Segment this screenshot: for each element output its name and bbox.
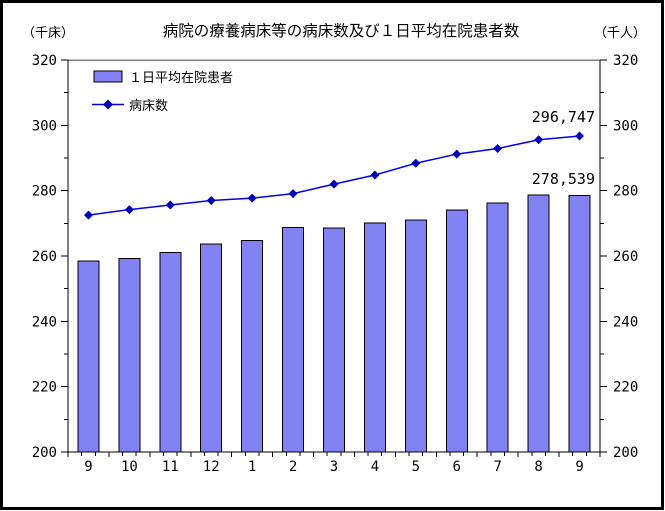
diamond-marker-month-12 [206, 195, 216, 205]
annotation-inpatients-last-value: 278,539 [532, 170, 595, 188]
diamond-marker-month-3 [329, 179, 339, 189]
y-axis-label-right-300: 300 [613, 118, 638, 134]
bar-month-4 [363, 222, 386, 453]
x-axis-label-7: 7 [493, 459, 501, 475]
x-axis-label-1: 1 [248, 459, 256, 475]
x-axis-label-6: 6 [453, 459, 461, 475]
legend-bar-swatch-icon [93, 70, 123, 83]
x-axis-label-9: 9 [575, 459, 583, 475]
legend-label-inpatients: １日平均在院患者 [129, 71, 233, 86]
bar-month-6 [445, 209, 468, 453]
bar-month-5 [404, 219, 427, 453]
legend-diamond-marker-icon [103, 99, 113, 110]
bar-month-10 [118, 257, 141, 453]
diamond-marker-month-6 [452, 149, 462, 159]
bar-month-7 [486, 202, 509, 453]
x-axis-label-10: 10 [121, 459, 138, 475]
left-axis-unit-label: （千床） [22, 26, 74, 41]
y-axis-label-right-280: 280 [613, 184, 638, 200]
bar-month-8 [527, 194, 550, 453]
y-axis-label-left-260: 260 [32, 249, 57, 265]
bar-month-2 [282, 227, 305, 453]
annotation-beds-last-value: 296,747 [532, 108, 595, 126]
x-axis-label-11: 11 [162, 459, 179, 475]
y-axis-label-left-240: 240 [32, 314, 57, 330]
diamond-marker-month-4 [370, 170, 380, 180]
x-axis-label-3: 3 [330, 459, 338, 475]
y-axis-label-right-260: 260 [613, 249, 638, 265]
bar-month-1 [241, 239, 264, 453]
y-axis-label-right-320: 320 [613, 53, 638, 69]
chart-title: 病院の療養病床等の病床数及び１日平均在院患者数 [163, 21, 520, 40]
x-axis-label-4: 4 [371, 459, 379, 475]
y-axis-label-left-320: 320 [32, 53, 57, 69]
plot-area: 200 200 220 220 240 240 260 260 280 280 300 300 320 3… [32, 53, 639, 475]
diamond-marker-month-8 [534, 135, 544, 145]
legend-label-beds: 病床数 [129, 99, 168, 114]
diamond-marker-month-11 [165, 200, 175, 210]
y-axis-label-left-200: 200 [32, 445, 57, 461]
x-axis-label-9: 9 [84, 459, 92, 475]
diamond-marker-month-10 [124, 205, 134, 215]
x-axis-label-8: 8 [534, 459, 542, 475]
bar-month-11 [159, 252, 182, 453]
bar-month-9 [568, 194, 591, 453]
diamond-marker-month-2 [288, 189, 298, 199]
y-axis-label-right-220: 220 [613, 380, 638, 396]
y-axis-label-right-200: 200 [613, 445, 638, 461]
diamond-marker-month-9 [575, 131, 585, 141]
bar-month-12 [200, 243, 223, 453]
right-axis-unit-label: （千人） [594, 26, 646, 41]
diamond-marker-month-5 [411, 158, 421, 168]
diamond-marker-month-7 [493, 144, 503, 154]
x-axis-label-5: 5 [412, 459, 420, 475]
diamond-marker-month-1 [247, 193, 257, 203]
bar-month-3 [323, 227, 345, 453]
y-axis-label-left-280: 280 [32, 184, 57, 200]
bar-month-9 [77, 260, 100, 453]
y-axis-label-left-220: 220 [32, 380, 57, 396]
x-axis-label-12: 12 [203, 459, 220, 475]
legend: １日平均在院患者 病床数 [92, 70, 233, 114]
diamond-marker-month-9 [83, 210, 93, 220]
y-axis-label-right-240: 240 [613, 314, 638, 330]
x-axis-label-2: 2 [289, 459, 297, 475]
y-axis-label-left-300: 300 [32, 118, 57, 134]
